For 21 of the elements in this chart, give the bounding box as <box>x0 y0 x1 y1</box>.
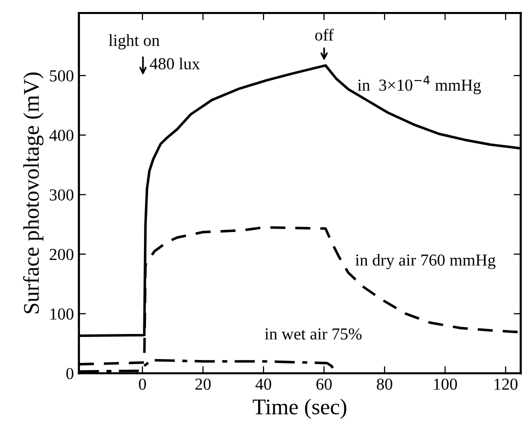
annotation: in 3×10$^{−4}$ mmHg <box>358 76 481 94</box>
annotation: in dry air 760 mmHg <box>355 254 496 270</box>
y-tick-label: 0 <box>66 368 74 380</box>
annotation: light on <box>108 34 160 50</box>
y-axis-title: Surface photovoltage (mV) <box>23 72 44 314</box>
y-tick-label: 500 <box>50 70 74 82</box>
x-tick-label: 40 <box>255 378 272 390</box>
y-tick-label: 100 <box>50 308 74 320</box>
x-tick-label: 20 <box>195 378 211 390</box>
annotation: 480 lux <box>150 58 200 70</box>
x-axis-title: Time (sec) <box>252 398 346 419</box>
y-tick-label: 200 <box>50 248 74 260</box>
x-tick-label: 0 <box>138 378 146 390</box>
y-tick-label: 400 <box>49 130 74 142</box>
annotation: off <box>315 28 334 41</box>
x-tick-label: 120 <box>494 378 518 390</box>
x-tick-label: 100 <box>434 378 457 390</box>
x-tick-label: 60 <box>316 378 332 390</box>
x-tick-label: 80 <box>376 378 392 390</box>
y-tick-label: 300 <box>50 189 74 201</box>
annotation: in wet air 75% <box>264 328 362 340</box>
